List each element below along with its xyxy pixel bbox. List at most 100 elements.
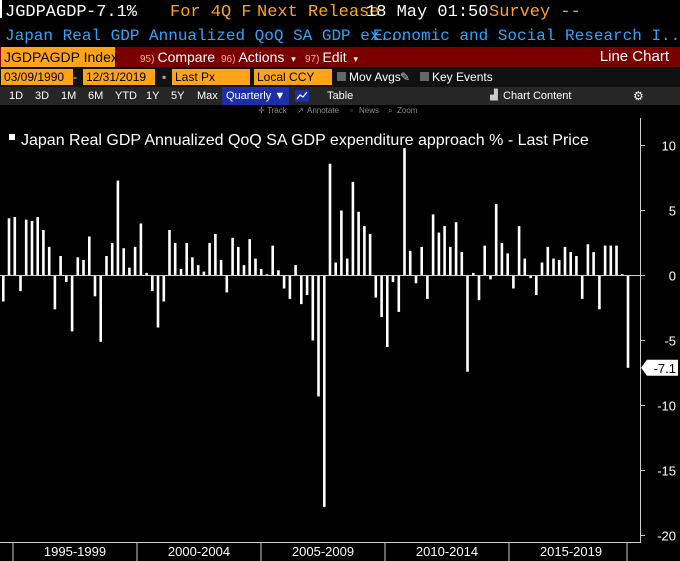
bar	[168, 230, 171, 276]
last-value-tag: -7.1	[641, 359, 678, 376]
bar	[65, 275, 68, 282]
bar	[403, 148, 406, 276]
bar	[420, 246, 423, 276]
period-label: For 4Q F	[170, 3, 252, 22]
last-value: -7.1%	[86, 3, 138, 22]
chevron-down-icon: ▾	[353, 54, 358, 64]
mov-avgs-label[interactable]: Mov Avgs	[349, 70, 401, 84]
key-events-checkbox[interactable]	[420, 72, 429, 81]
bar	[173, 243, 177, 276]
frequency-select[interactable]: Quarterly ▼	[222, 87, 290, 105]
table-button[interactable]: Table	[327, 90, 354, 102]
bar	[397, 275, 401, 312]
bar	[237, 246, 240, 276]
price-field-select[interactable]: Last Px	[172, 69, 250, 85]
bar	[592, 252, 595, 276]
period-1d[interactable]: 1D	[9, 90, 24, 102]
currency-select[interactable]: Local CCY	[254, 69, 332, 85]
bar	[494, 204, 498, 276]
news-icon: ▫	[350, 106, 353, 115]
actions-menu[interactable]: 96) Actions ▾	[221, 47, 296, 67]
bar	[82, 259, 85, 276]
bar	[282, 275, 286, 289]
zoom-icon: ⌕	[388, 106, 393, 115]
bar	[374, 275, 378, 298]
date-separator: -	[73, 70, 77, 84]
bar	[466, 275, 469, 372]
key-events-label[interactable]: Key Events	[432, 70, 493, 84]
bar	[557, 259, 561, 276]
annotate-tool[interactable]: Annotate	[307, 106, 340, 115]
bar	[196, 265, 200, 276]
bar	[408, 250, 412, 276]
bar	[300, 275, 303, 305]
bar	[626, 275, 630, 368]
bar	[575, 256, 578, 276]
ticker-symbol[interactable]: JGDPAGDP	[5, 3, 87, 22]
bar	[603, 245, 607, 276]
y-tick-label: -15	[657, 464, 676, 479]
gear-icon[interactable]: ⚙	[633, 89, 644, 103]
bar	[219, 259, 223, 276]
bar	[477, 275, 481, 301]
y-tick-label: -20	[657, 529, 676, 544]
bar	[517, 226, 521, 276]
chart-content-button[interactable]: Chart Content	[503, 90, 572, 102]
bar	[294, 265, 297, 276]
bar	[271, 245, 274, 276]
bar	[30, 220, 34, 276]
bar	[208, 243, 211, 276]
edit-menu[interactable]: 97) Edit ▾	[305, 47, 358, 67]
line-chart-icon[interactable]	[294, 87, 310, 105]
pencil-icon[interactable]: ✎	[400, 70, 411, 84]
bar	[598, 275, 601, 310]
bar	[179, 269, 183, 276]
legend-marker	[9, 134, 15, 140]
period-3d[interactable]: 3D	[35, 90, 50, 102]
chart-type-label[interactable]: Line Chart	[599, 48, 669, 65]
period-1y[interactable]: 1Y	[146, 90, 160, 102]
settings-bar: 03/09/1990 - 12/31/2019 ▪ Last Px Local …	[0, 68, 680, 87]
zoom-tool[interactable]: Zoom	[397, 106, 418, 115]
period-max[interactable]: Max	[197, 90, 218, 102]
bar	[443, 226, 446, 276]
start-date-field[interactable]: 03/09/1990	[1, 69, 73, 85]
end-date-field[interactable]: 12/31/2019	[83, 69, 155, 85]
bar	[47, 246, 51, 276]
data-source[interactable]: Economic and Social Research I...	[373, 27, 680, 45]
bar	[231, 237, 234, 276]
gdp-bar-chart[interactable]: 10 5 0 -5 -10 -15 -20 1995-1999 2000-2004 2005-2…	[0, 118, 680, 561]
bar	[311, 275, 315, 341]
bar	[615, 245, 618, 276]
period-6m[interactable]: 6M	[88, 90, 104, 102]
bar	[254, 258, 257, 276]
chart-content-icon: ▟	[490, 90, 498, 101]
news-tool[interactable]: News	[359, 106, 380, 115]
bar	[621, 274, 624, 276]
bar	[472, 272, 475, 276]
track-tool[interactable]: Track	[267, 106, 287, 115]
bar	[151, 275, 154, 292]
index-field[interactable]: JGDPAGDP Index	[1, 47, 118, 67]
security-description[interactable]: Japan Real GDP Annualized QoQ SA GDP ex.…	[5, 27, 409, 45]
period-1m[interactable]: 1M	[61, 90, 77, 102]
mov-avgs-checkbox[interactable]	[337, 72, 346, 81]
compare-menu[interactable]: 95) Compare	[140, 47, 215, 67]
bar	[426, 275, 429, 299]
bar	[76, 257, 80, 276]
y-tick-label: 5	[669, 204, 676, 219]
period-ytd[interactable]: YTD	[115, 90, 137, 102]
bar	[265, 274, 269, 276]
x-tick-label: 2010-2014	[416, 544, 478, 559]
bar	[391, 275, 395, 282]
period-5y[interactable]: 5Y	[171, 90, 185, 102]
x-tick-label: 2015-2019	[540, 544, 602, 559]
field-selector-icon[interactable]: ▪	[162, 70, 167, 84]
bar	[128, 267, 131, 276]
bar	[162, 275, 166, 302]
bar	[586, 244, 590, 276]
frequency-label: Quarterly	[226, 90, 272, 102]
bar	[133, 246, 137, 276]
bar	[328, 163, 332, 276]
bar	[609, 245, 613, 276]
